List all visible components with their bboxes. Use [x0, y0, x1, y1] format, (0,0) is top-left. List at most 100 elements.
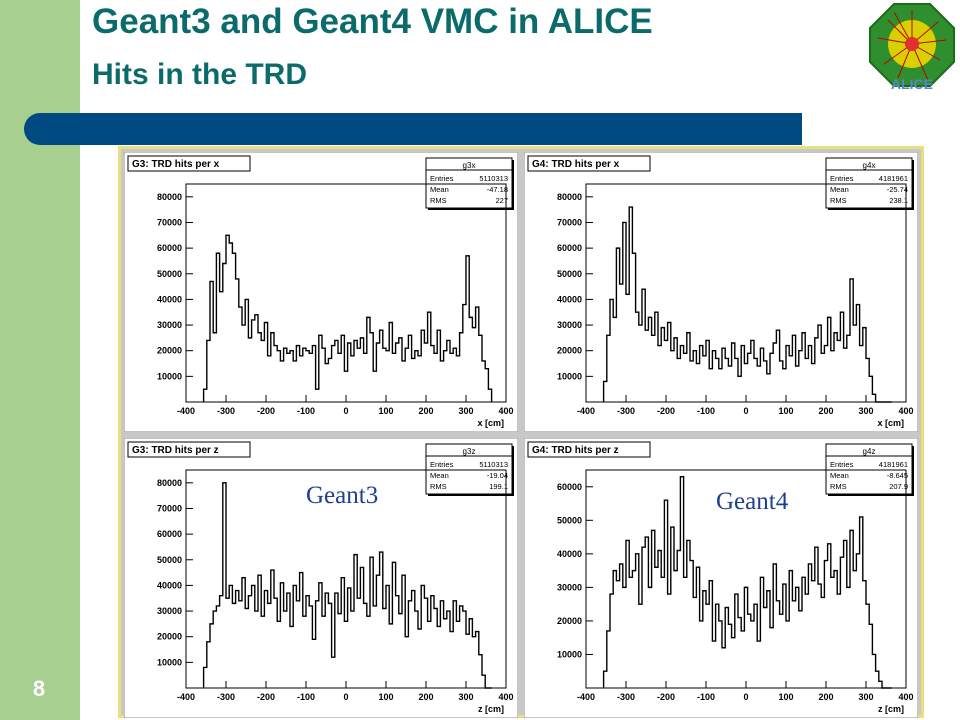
- y-tick-label: 20000: [157, 632, 182, 642]
- x-tick-label: -400: [577, 406, 595, 416]
- y-tick-label: 30000: [157, 320, 182, 330]
- x-axis-label: z [cm]: [478, 704, 504, 714]
- x-tick-label: -100: [697, 406, 715, 416]
- stats-value: 4181961: [879, 174, 908, 183]
- slide-title: Geant3 and Geant4 VMC in ALICE: [92, 2, 653, 41]
- x-tick-label: -300: [617, 406, 635, 416]
- x-tick-label: -100: [297, 406, 315, 416]
- stats-label: Mean: [430, 185, 449, 194]
- stats-value: 227: [495, 196, 508, 205]
- stats-value: -47.18: [487, 185, 508, 194]
- x-tick-label: -100: [697, 692, 715, 702]
- stats-box: [425, 157, 513, 209]
- histogram-series-line: [202, 234, 493, 402]
- chart-title: G3: TRD hits per z: [132, 445, 219, 456]
- stats-label: Mean: [830, 185, 849, 194]
- x-tick-label: 0: [343, 406, 348, 416]
- chart-title-box: [127, 155, 251, 172]
- stats-value: -8.645: [887, 471, 908, 480]
- y-tick-label: 30000: [557, 582, 582, 592]
- y-tick-label: 50000: [157, 269, 182, 279]
- stats-value: 4181961: [879, 460, 908, 469]
- x-tick-label: 200: [818, 406, 833, 416]
- x-tick-label: -200: [657, 692, 675, 702]
- histogram-svg: G3: TRD hits per z g3z Entries 5110313 Mean -…: [124, 438, 518, 718]
- x-axis-label: z [cm]: [878, 704, 904, 714]
- stats-name: g4z: [863, 447, 876, 456]
- y-tick-label: 40000: [157, 580, 182, 590]
- histogram-panel-g4z: G4: TRD hits per z g4z Entries 4181961 Mean -…: [524, 438, 918, 718]
- x-axis-label: x [cm]: [477, 418, 504, 428]
- x-axis-label: x [cm]: [877, 418, 904, 428]
- x-tick-label: 400: [498, 692, 513, 702]
- histogram-svg: G4: TRD hits per z g4z Entries 4181961 Mean -…: [524, 438, 918, 718]
- stats-box: [425, 443, 513, 495]
- stats-label: RMS: [430, 196, 447, 205]
- x-tick-label: 100: [778, 406, 793, 416]
- alice-logo-icon: ALICE: [868, 0, 956, 92]
- slide-subtitle: Hits in the TRD: [92, 58, 307, 91]
- geant4-annotation: Geant4: [716, 488, 789, 515]
- page-number: 8: [32, 676, 46, 701]
- y-tick-label: 50000: [557, 269, 582, 279]
- x-tick-label: -100: [297, 692, 315, 702]
- x-tick-label: 300: [458, 406, 473, 416]
- histogram-svg: G4: TRD hits per x g4x Entries 4181961 Mean -…: [524, 152, 918, 432]
- x-tick-label: 200: [818, 692, 833, 702]
- y-tick-label: 10000: [157, 371, 182, 381]
- x-tick-label: -200: [257, 406, 275, 416]
- x-tick-label: 400: [898, 406, 913, 416]
- x-tick-label: 400: [498, 406, 513, 416]
- stats-value: 207.9: [889, 482, 908, 491]
- y-tick-label: 80000: [157, 192, 182, 202]
- y-tick-label: 80000: [157, 478, 182, 488]
- y-tick-label: 10000: [157, 657, 182, 667]
- geant3-annotation: Geant3: [306, 482, 379, 509]
- x-tick-label: -300: [217, 692, 235, 702]
- x-tick-label: -400: [177, 406, 195, 416]
- y-tick-label: 40000: [157, 294, 182, 304]
- stats-value: 5110313: [479, 460, 508, 469]
- chart-title-box: [127, 441, 251, 458]
- y-tick-label: 70000: [157, 503, 182, 513]
- x-tick-label: 400: [898, 692, 913, 702]
- x-tick-label: 0: [743, 406, 748, 416]
- stats-value: -19.04: [487, 471, 508, 480]
- stats-label: RMS: [830, 196, 847, 205]
- chart-title: G4: TRD hits per z: [532, 445, 619, 456]
- x-tick-label: -300: [217, 406, 235, 416]
- stats-label: Mean: [430, 471, 449, 480]
- y-tick-label: 20000: [557, 346, 582, 356]
- y-tick-label: 10000: [557, 371, 582, 381]
- stats-label: Entries: [430, 174, 454, 183]
- y-tick-label: 60000: [557, 243, 582, 253]
- x-tick-label: -200: [257, 692, 275, 702]
- x-tick-label: 100: [378, 406, 393, 416]
- stats-box: [825, 443, 913, 495]
- histogram-series-line: [602, 206, 892, 403]
- y-tick-label: 20000: [557, 616, 582, 626]
- left-decor-bar: [0, 0, 80, 720]
- x-tick-label: 100: [778, 692, 793, 702]
- stats-label: Mean: [830, 471, 849, 480]
- x-tick-label: 200: [418, 692, 433, 702]
- chart-title-box: [527, 155, 651, 172]
- stats-value: 238.1: [889, 196, 908, 205]
- stats-name: g3x: [463, 161, 476, 170]
- y-tick-label: 20000: [157, 346, 182, 356]
- y-tick-label: 50000: [557, 515, 582, 525]
- x-tick-label: 300: [458, 692, 473, 702]
- header-divider-bar: [24, 113, 802, 145]
- stats-value: 199.1: [489, 482, 508, 491]
- stats-name: g3z: [463, 447, 476, 456]
- stats-label: RMS: [830, 482, 847, 491]
- histogram-series-line: [602, 476, 892, 689]
- stats-value: -25.74: [887, 185, 908, 194]
- histogram-svg: G3: TRD hits per x g3x Entries 5110313 Mean -…: [124, 152, 518, 432]
- chart-title: G4: TRD hits per x: [532, 159, 620, 170]
- x-tick-label: 200: [418, 406, 433, 416]
- y-tick-label: 80000: [557, 192, 582, 202]
- histogram-panel-g3x: G3: TRD hits per x g3x Entries 5110313 Mean -…: [124, 152, 518, 432]
- logo-text: ALICE: [891, 76, 933, 92]
- chart-title: G3: TRD hits per x: [132, 159, 220, 170]
